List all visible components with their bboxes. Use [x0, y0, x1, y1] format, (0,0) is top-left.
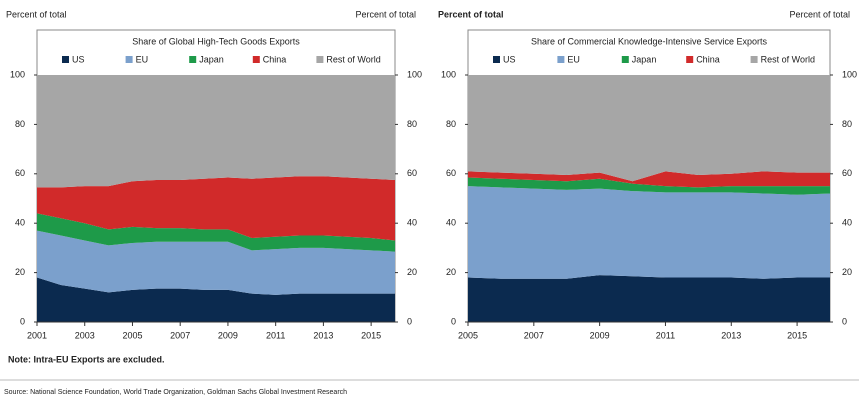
legend-label: Rest of World	[326, 54, 380, 64]
legend-label: EU	[567, 54, 580, 64]
y-tick-label: 80	[446, 119, 456, 129]
x-tick-label: 2007	[524, 330, 544, 340]
x-tick-label: 2005	[458, 330, 478, 340]
note: Note: Intra-EU Exports are excluded.	[8, 354, 165, 364]
legend-label: US	[72, 54, 85, 64]
area	[468, 177, 830, 195]
chart-title: Share of Commercial Knowledge-Intensive …	[531, 36, 768, 46]
area	[37, 277, 395, 322]
legend-swatch	[62, 56, 69, 63]
x-tick-label: 2013	[313, 330, 333, 340]
area	[468, 275, 830, 322]
area	[468, 75, 830, 182]
y-axis-label: Percent of total	[438, 9, 504, 19]
legend-swatch	[252, 56, 260, 63]
x-tick-label: 2001	[27, 330, 47, 340]
y-tick-label: 40	[446, 218, 456, 228]
source: Source: National Science Foundation, Wor…	[4, 389, 347, 396]
y-tick-label: 40	[15, 218, 25, 228]
legend-label: Japan	[632, 54, 657, 64]
y-tick-label: 100	[441, 69, 456, 79]
area	[37, 176, 395, 241]
legend-swatch	[125, 56, 133, 63]
x-tick-label: 2013	[721, 330, 741, 340]
y-tick-label: 20	[446, 267, 456, 277]
y2-tick-label: 100	[407, 69, 422, 79]
y-tick-label: 80	[15, 119, 25, 129]
x-tick-label: 2007	[170, 330, 190, 340]
y2-tick-label: 0	[407, 316, 412, 326]
x-tick-label: 2009	[218, 330, 238, 340]
area	[468, 171, 830, 188]
legend-swatch	[621, 56, 629, 63]
x-tick-label: 2015	[787, 330, 807, 340]
legend-label: US	[503, 54, 516, 64]
x-tick-label: 2011	[266, 330, 285, 340]
x-tick-label: 2003	[75, 330, 95, 340]
legend-swatch	[316, 56, 324, 63]
y2-tick-label: 0	[842, 316, 847, 326]
legend-swatch	[750, 56, 758, 63]
legend-label: China	[696, 54, 720, 64]
y2-tick-label: 100	[842, 69, 857, 79]
y2-tick-label: 60	[842, 168, 852, 178]
y-tick-label: 100	[10, 69, 25, 79]
legend-label: Japan	[199, 54, 224, 64]
y2-tick-label: 40	[842, 218, 852, 228]
y-axis-label: Percent of total	[6, 9, 67, 19]
y2-tick-label: 40	[407, 218, 417, 228]
legend-label: China	[263, 54, 287, 64]
x-tick-label: 2011	[656, 330, 675, 340]
x-tick-label: 2015	[361, 330, 381, 340]
y-tick-label: 0	[20, 316, 25, 326]
area	[37, 75, 395, 188]
legend-swatch	[189, 56, 197, 63]
y2-tick-label: 60	[407, 168, 417, 178]
y2-tick-label: 80	[407, 119, 417, 129]
legend-label: Rest of World	[761, 54, 815, 64]
x-tick-label: 2005	[122, 330, 142, 340]
y2-tick-label: 20	[407, 267, 417, 277]
y-tick-label: 20	[15, 267, 25, 277]
y2-tick-label: 80	[842, 119, 852, 129]
y-tick-label: 60	[15, 168, 25, 178]
y2-tick-label: 20	[842, 267, 852, 277]
x-tick-label: 2009	[590, 330, 610, 340]
y2-axis-label: Percent of total	[789, 9, 850, 19]
y-tick-label: 60	[446, 168, 456, 178]
legend-swatch	[493, 56, 500, 63]
y-tick-label: 0	[451, 316, 456, 326]
chart-title: Share of Global High-Tech Goods Exports	[132, 36, 300, 46]
legend-label: EU	[136, 54, 149, 64]
area	[37, 213, 395, 252]
y2-axis-label: Percent of total	[355, 9, 416, 19]
area	[37, 230, 395, 295]
legend-swatch	[557, 56, 565, 63]
area	[468, 186, 830, 279]
legend-swatch	[686, 56, 694, 63]
